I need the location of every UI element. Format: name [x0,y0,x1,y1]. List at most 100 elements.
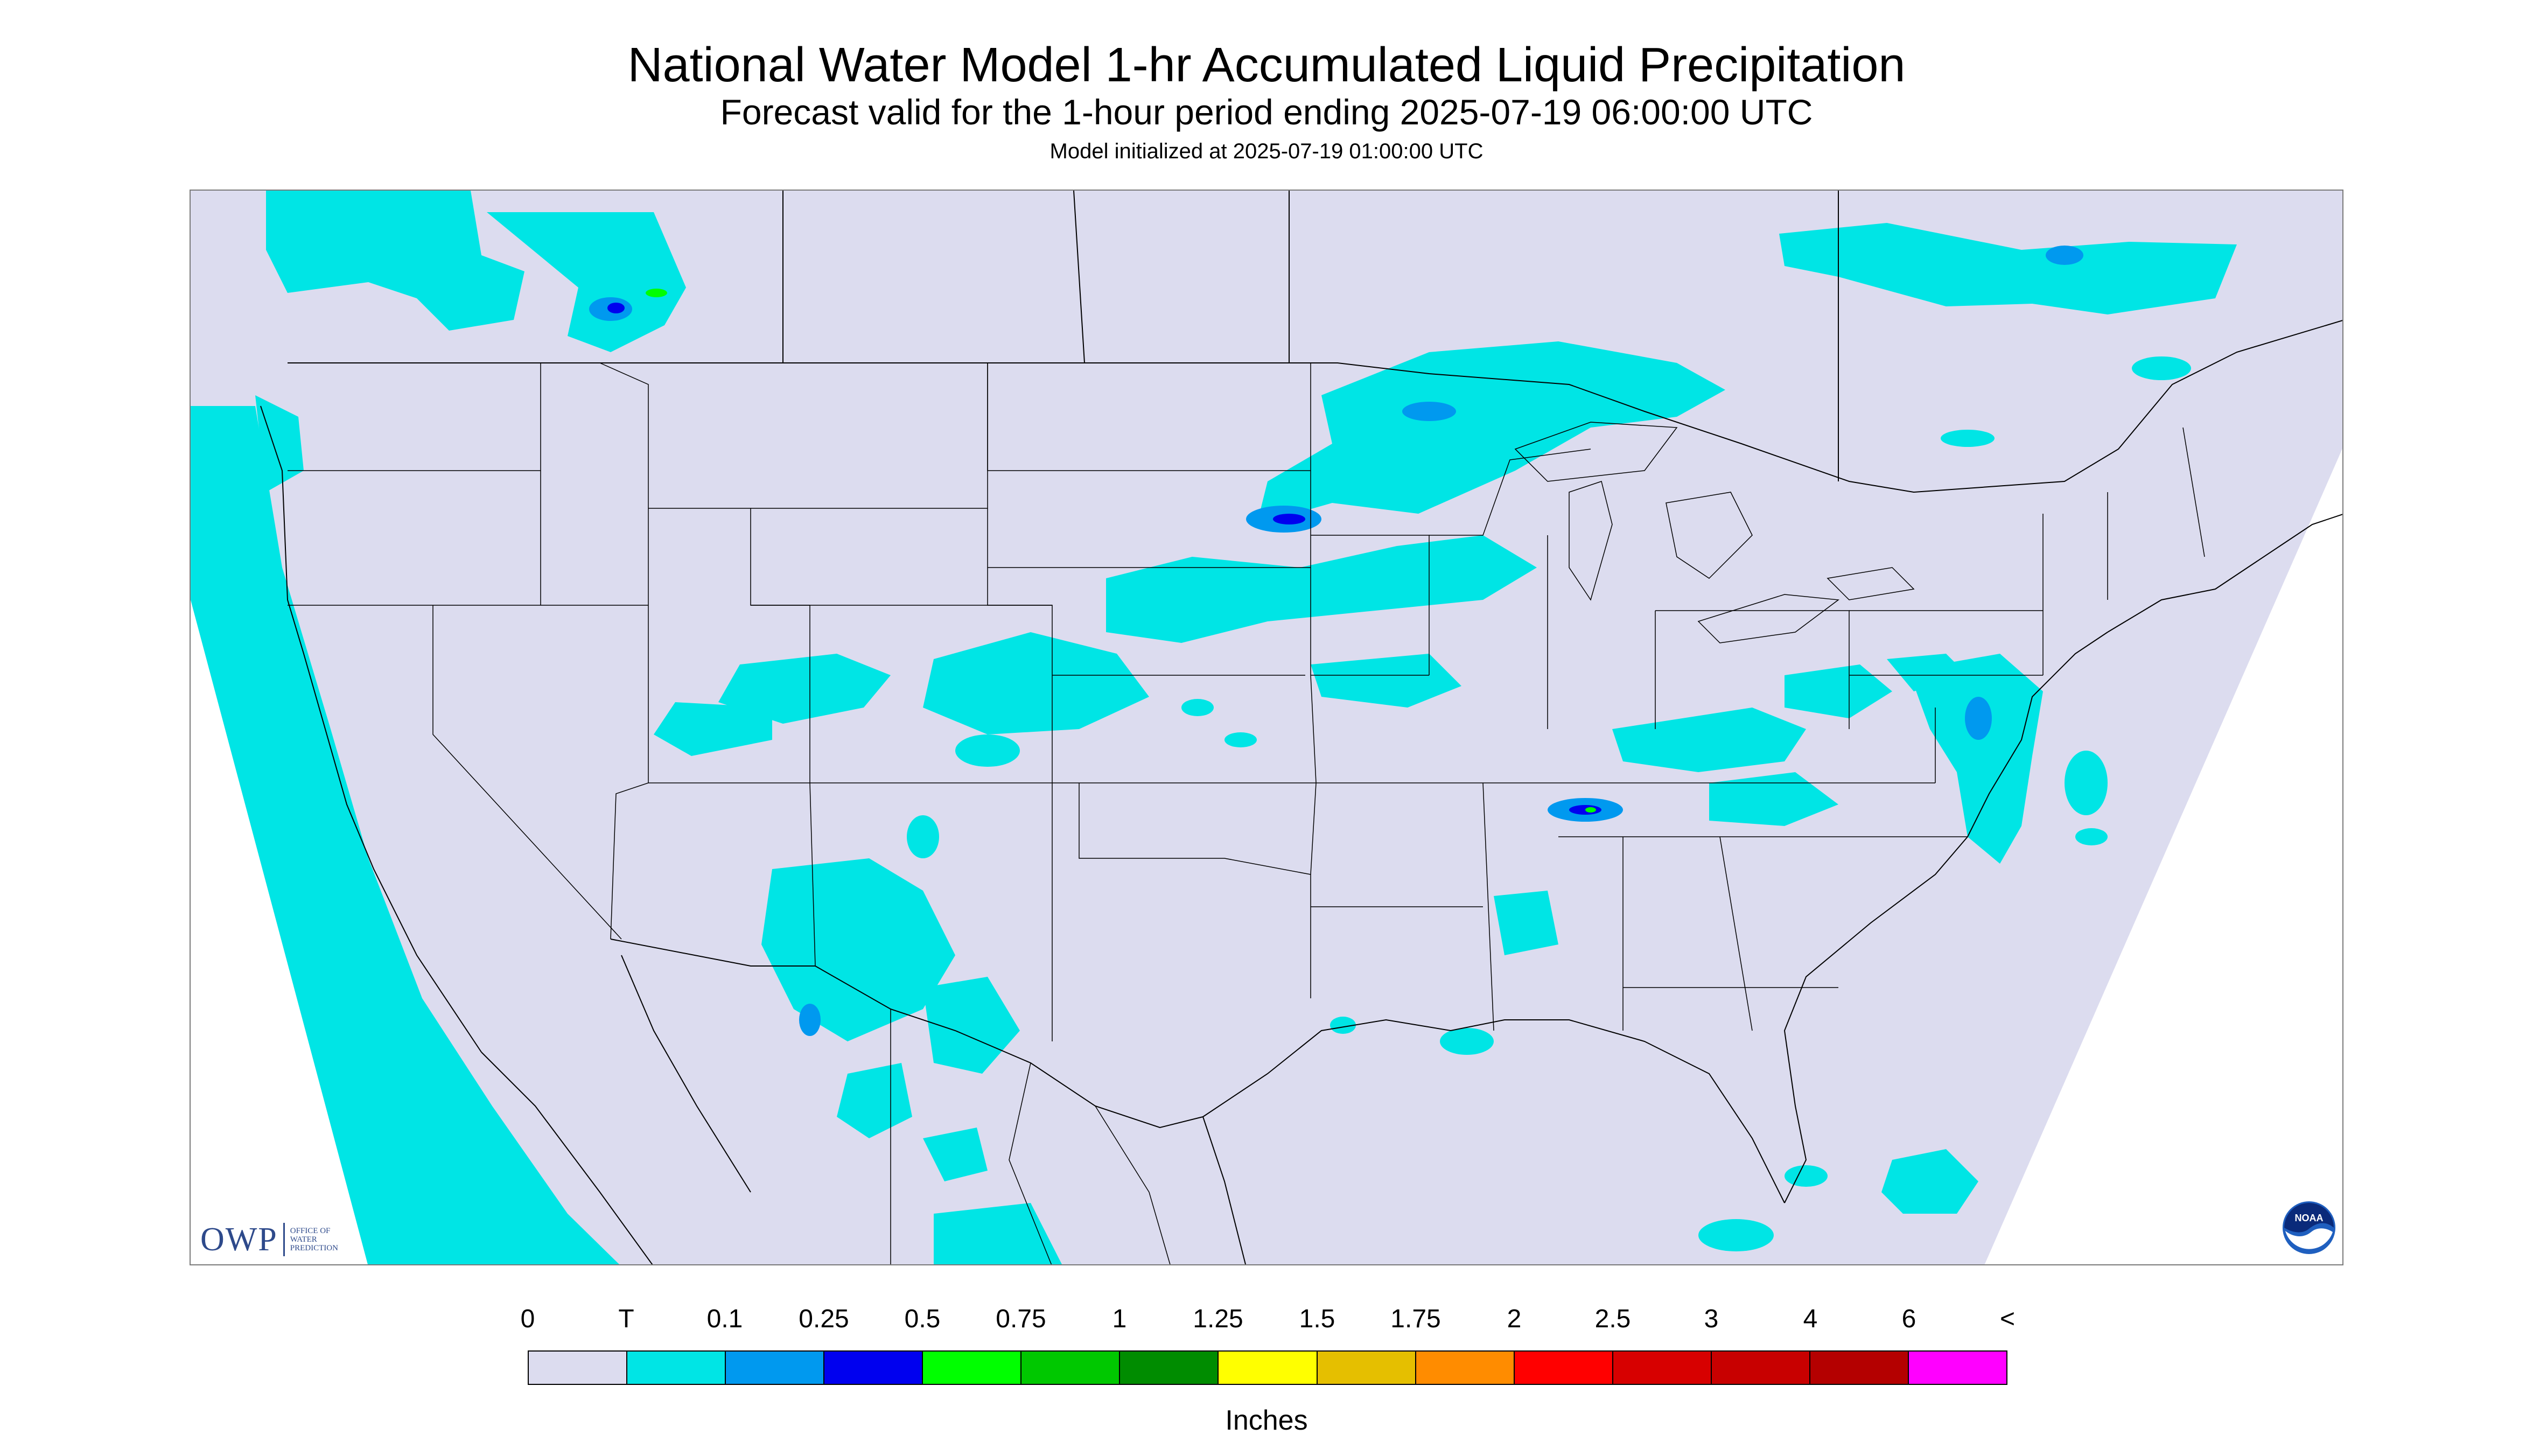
legend-label: 2 [1507,1305,1522,1333]
legend-swatch [1021,1352,1121,1384]
precip-florida-straits [1785,1165,1828,1187]
alberta-sask-line [1073,191,1085,363]
legend-label: 0.5 [904,1305,941,1333]
nd-sd-line [987,363,1311,471]
owp-logo-subtext: OFFICE OF WATER PREDICTION [290,1227,338,1252]
legend-label: 6 [1901,1305,1916,1333]
precip-canada-west [266,191,524,331]
legend-swatch [923,1352,1022,1384]
owp-logo-abbr: OWP [200,1221,278,1258]
az-nm-line [809,782,816,967]
legend-swatch [726,1352,825,1384]
precip-canada-bc-east [487,212,686,352]
ok-tx-line [1079,783,1311,998]
precip-mid-atlantic [1908,654,2043,864]
chihuahua-coahuila-line [1009,1062,1052,1264]
al-ga-line [1719,836,1753,1031]
nv-az-line [610,605,649,940]
precip-kansas-east-spot [1224,732,1257,747]
legend-swatch [529,1352,628,1384]
precip-chihuahua [923,977,1020,1074]
legend-swatch [1514,1352,1613,1384]
legend-label: 1 [1112,1305,1127,1333]
precip-upper-midwest [1257,341,1725,524]
wi-line [1429,449,1591,536]
precip-utah-north [654,702,772,756]
legend-swatch [1317,1352,1416,1384]
model-initialized-label: Model initialized at 2025-07-19 01:00:00… [1049,139,1484,163]
ms-river-line [1482,782,1494,1031]
us-mexico-border [610,939,1203,1129]
precip-ontario-spot [1941,430,1995,447]
owp-logo-divider [283,1223,285,1256]
legend-label: 1.5 [1299,1305,1335,1333]
noaa-logo-text: NOAA [2295,1213,2324,1223]
precip-delmarva [2065,751,2108,815]
precip-dakotas-core [1273,514,1305,524]
legend-swatch [1711,1352,1810,1384]
precip-quebec-cell [2046,246,2083,265]
precip-canada-east [1779,223,2237,314]
precipitation-map [190,190,2343,1265]
map-canvas [191,191,2342,1264]
legend-label: 0.75 [996,1305,1046,1333]
legend-swatch [824,1352,923,1384]
forecast-valid-subtitle: Forecast valid for the 1-hour period end… [720,92,1813,132]
precip-tennessee [1709,772,1838,826]
precip-kentucky [1612,708,1806,772]
legend-label: 1.75 [1390,1305,1441,1333]
mn-dakota-line [1310,363,1317,875]
owp-logo-line-3: PREDICTION [290,1244,338,1252]
legend-label: 3 [1704,1305,1719,1333]
precip-heavy-areas [646,289,1596,813]
me-nh-line [2182,427,2205,557]
precip-pacific-nw [255,395,304,492]
lake-ontario [1827,567,1915,600]
precip-nm-north-spot [907,815,939,858]
precip-trace-areas [191,191,2237,1264]
mexico-gulf-coastline [1202,1116,1247,1264]
precip-kansas-spot [1181,699,1214,716]
noaa-logo-icon: NOAA [2282,1200,2336,1255]
lake-erie [1697,594,1839,643]
id-mt-line [599,362,649,605]
legend-label: 0 [520,1305,535,1333]
legend-label: 0.1 [706,1305,743,1333]
precip-new-mexico-arizona [761,858,955,1041]
precip-bahamas [1881,1149,1978,1214]
state-boundaries [288,362,2205,1264]
baja-west-coast [481,1052,653,1264]
precip-pacific-band [191,406,619,1264]
precip-cuba-north [1698,1219,1774,1251]
lake-huron [1666,492,1753,579]
precip-offshore-east [2075,828,2108,845]
legend-swatch [1908,1352,2006,1384]
wy-ne-co-line [987,508,1053,783]
precip-quebec-spot [2132,356,2191,380]
gulf-of-california-coast [621,955,751,1193]
precip-nebraska [923,632,1149,734]
legend-swatch [1416,1352,1515,1384]
precip-colorado-spot [955,734,1020,767]
precip-sierra-madre [923,1128,988,1181]
precip-iowa-missouri [1311,654,1461,708]
map-title: National Water Model 1-hr Accumulated Li… [627,38,1906,92]
legend-swatch [1810,1352,1909,1384]
precip-arizona-cell [799,1004,821,1036]
precip-tennessee-heavy [1585,807,1596,813]
legend-label: 1.25 [1193,1305,1243,1333]
legend-swatch [627,1352,726,1384]
legend-swatch [1120,1352,1219,1384]
precip-sonora-east [837,1063,912,1138]
outside-domain-right [1984,449,2342,1264]
precip-mississippi [1494,891,1558,955]
precip-minnesota-cell [1402,402,1456,421]
coahuila-nl-line [1095,1105,1171,1264]
legend-labels: 0 T 0.1 0.25 0.5 0.75 1 1.25 1.5 1.75 2 … [0,1303,2533,1341]
precip-ohio [1785,664,1892,718]
ca-nv-line [432,605,622,940]
legend-colorbar [528,1350,2007,1385]
owp-logo: OWP OFFICE OF WATER PREDICTION [200,1219,338,1260]
legend-swatch [1219,1352,1318,1384]
new-england-coastline [2107,514,2342,633]
